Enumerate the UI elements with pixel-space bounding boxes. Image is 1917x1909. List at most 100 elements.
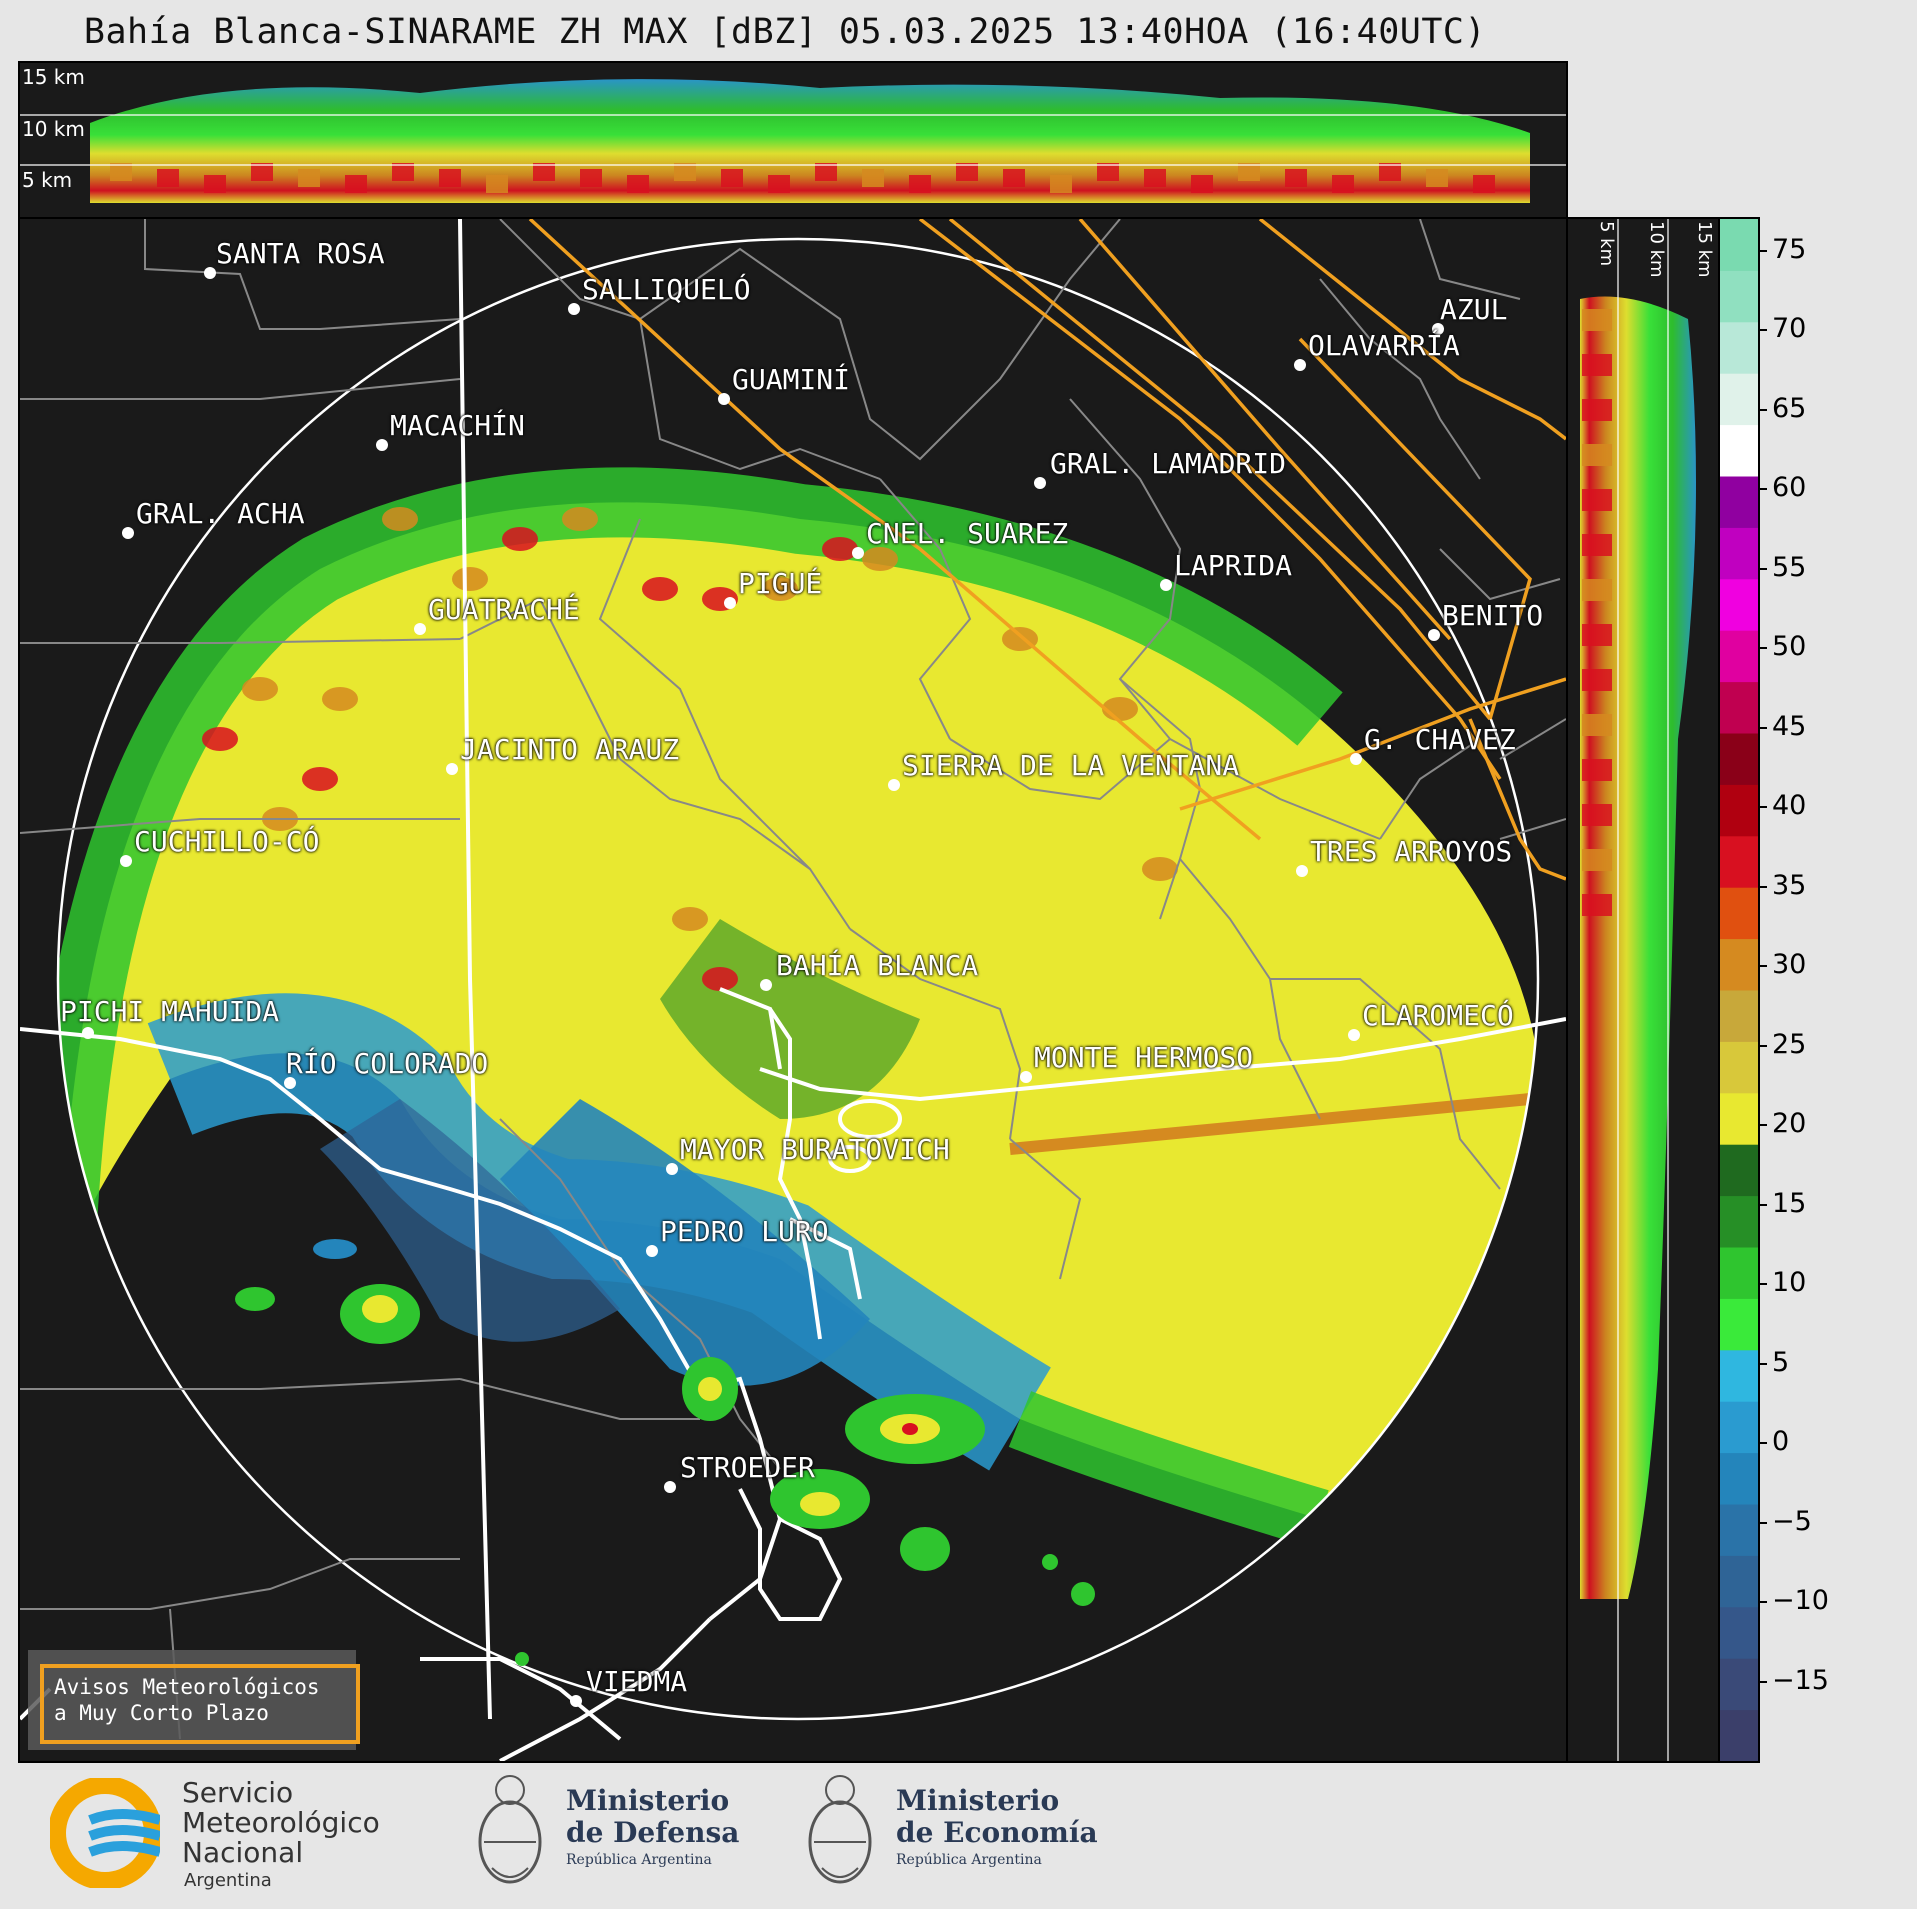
side-cross-section: 5 km 10 km 15 km bbox=[1566, 217, 1722, 1763]
city-dot bbox=[852, 547, 864, 559]
city-label: GUATRACHÉ bbox=[428, 593, 580, 626]
colorbar-tick bbox=[1758, 1601, 1767, 1604]
echo-cell bbox=[1142, 857, 1178, 881]
warning-line-2: a Muy Corto Plazo bbox=[54, 1701, 269, 1725]
colorbar-tick-label: 0 bbox=[1772, 1426, 1790, 1458]
echo-cell bbox=[562, 507, 598, 531]
city-dot bbox=[718, 393, 730, 405]
colorbar-tick-label: 25 bbox=[1772, 1028, 1807, 1060]
colorbar-band bbox=[1720, 938, 1758, 991]
colorbar-tick-label: 45 bbox=[1772, 710, 1807, 742]
top-echo-cell bbox=[580, 169, 602, 187]
smn-line-2: Meteorológico bbox=[182, 1806, 380, 1839]
top-echo-cell bbox=[721, 169, 743, 187]
city-label: GRAL. ACHA bbox=[136, 497, 305, 530]
city-label: STROEDER bbox=[680, 1451, 815, 1484]
colorbar-tick bbox=[1758, 726, 1767, 729]
colorbar-band bbox=[1720, 1555, 1758, 1608]
colorbar-band bbox=[1720, 733, 1758, 785]
top-echo-cell bbox=[1003, 169, 1025, 187]
top-echo-cell bbox=[157, 169, 179, 187]
top-echo-cell bbox=[674, 163, 696, 181]
top-echo-cell bbox=[1050, 175, 1072, 193]
colorbar-tick-label: 70 bbox=[1772, 313, 1807, 345]
top-echo-cell bbox=[298, 169, 320, 187]
city-dot bbox=[414, 623, 426, 635]
colorbar-band bbox=[1720, 1452, 1758, 1505]
side-echo-cell bbox=[1582, 849, 1612, 871]
colorbar-tick bbox=[1758, 1680, 1767, 1683]
city-dot bbox=[1034, 477, 1046, 489]
colorbar-tick bbox=[1758, 647, 1767, 650]
economia-line-3: República Argentina bbox=[896, 1852, 1042, 1868]
colorbar-tick bbox=[1758, 567, 1767, 570]
city-dot bbox=[1296, 865, 1308, 877]
defensa-line-2: de Defensa bbox=[566, 1816, 740, 1849]
top-echo-cell bbox=[345, 175, 367, 193]
economia-line-1: Ministerio bbox=[896, 1784, 1060, 1817]
colorbar bbox=[1718, 217, 1760, 1763]
top-echo-cell bbox=[815, 163, 837, 181]
top-cross-section-plot bbox=[20, 79, 1566, 203]
colorbar-band bbox=[1720, 1606, 1758, 1659]
side-echo-cell bbox=[1582, 399, 1612, 421]
city-dot bbox=[568, 303, 580, 315]
colorbar-band bbox=[1720, 527, 1758, 580]
colorbar-band bbox=[1720, 1144, 1758, 1197]
echo-cell bbox=[382, 507, 418, 531]
side-echo-cell bbox=[1582, 354, 1612, 376]
city-label: BAHÍA BLANCA bbox=[776, 949, 979, 982]
side-alt-10: 10 km bbox=[1646, 221, 1667, 278]
top-echo-cell bbox=[909, 175, 931, 193]
top-echo-cell bbox=[110, 163, 132, 181]
colorbar-tick-label: 50 bbox=[1772, 631, 1807, 663]
city-dot bbox=[1428, 629, 1440, 641]
south-cells bbox=[235, 1239, 1298, 1666]
city-label: TRES ARROYOS bbox=[1310, 835, 1513, 868]
echo-cell bbox=[642, 577, 678, 601]
city-dot bbox=[204, 267, 216, 279]
colorbar-tick bbox=[1758, 1362, 1767, 1365]
city-dot bbox=[1294, 359, 1306, 371]
echo-cell bbox=[502, 527, 538, 551]
city-label: PICHI MAHUIDA bbox=[60, 995, 280, 1028]
colorbar-band bbox=[1720, 219, 1758, 271]
city-dot bbox=[376, 439, 388, 451]
warning-box[interactable]: Avisos Meteorológicos a Muy Corto Plazo bbox=[28, 1650, 360, 1750]
top-alt-10: 10 km bbox=[22, 117, 85, 141]
colorbar-band bbox=[1720, 1709, 1758, 1761]
colorbar-band bbox=[1720, 476, 1758, 528]
city-dot bbox=[1432, 323, 1444, 335]
city-dot bbox=[646, 1245, 658, 1257]
colorbar-band bbox=[1720, 990, 1758, 1042]
colorbar-band bbox=[1720, 578, 1758, 631]
colorbar-tick-label: 30 bbox=[1772, 949, 1807, 981]
city-label: CNEL. SUAREZ bbox=[866, 517, 1069, 550]
city-dot bbox=[82, 1027, 94, 1039]
city-label: AZUL bbox=[1440, 293, 1508, 326]
colorbar-band bbox=[1720, 1401, 1758, 1454]
colorbar-tick bbox=[1758, 488, 1767, 491]
colorbar-tick-label: 10 bbox=[1772, 1267, 1807, 1299]
city-label: PEDRO LURO bbox=[660, 1215, 829, 1248]
colorbar-band bbox=[1720, 424, 1758, 477]
top-echo-cell bbox=[1473, 175, 1495, 193]
top-echo-cell bbox=[627, 175, 649, 193]
top-echo-cell bbox=[1097, 163, 1119, 181]
echo-cell bbox=[822, 537, 858, 561]
city-label: CLAROMECÓ bbox=[1362, 999, 1514, 1032]
side-echo-cell bbox=[1582, 714, 1612, 736]
city-dot bbox=[1160, 579, 1172, 591]
defensa-line-3: República Argentina bbox=[566, 1852, 712, 1868]
city-dot bbox=[666, 1163, 678, 1175]
warning-line-1: Avisos Meteorológicos bbox=[54, 1675, 320, 1699]
top-alt-15: 15 km bbox=[22, 65, 85, 89]
top-echo-cell bbox=[1144, 169, 1166, 187]
colorbar-tick bbox=[1758, 1521, 1767, 1524]
colorbar-tick-label: −10 bbox=[1772, 1585, 1829, 1617]
coat-of-arms-icon bbox=[478, 1775, 542, 1884]
top-cross-section: 15 km 10 km 5 km bbox=[18, 61, 1568, 219]
colorbar-gradient bbox=[1720, 219, 1758, 1761]
smn-line-4: Argentina bbox=[184, 1870, 272, 1891]
city-dot bbox=[120, 855, 132, 867]
